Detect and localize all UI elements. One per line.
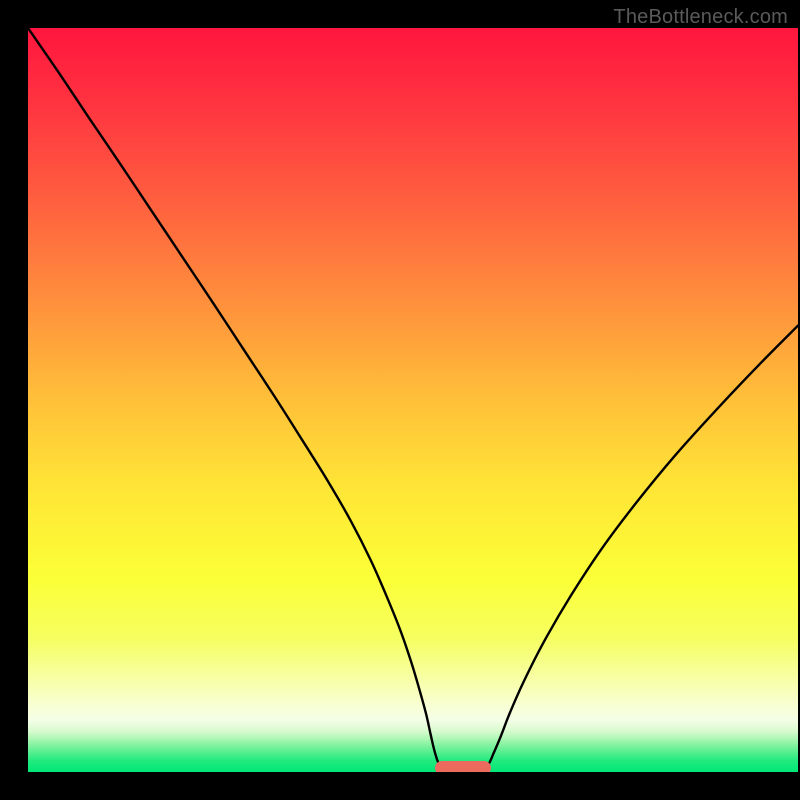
chart-plot-area: [28, 28, 798, 772]
chart-trough-marker: [435, 761, 491, 772]
chart-curve-layer: [28, 28, 798, 772]
watermark-text: TheBottleneck.com: [613, 6, 788, 29]
chart-curve: [28, 28, 798, 772]
